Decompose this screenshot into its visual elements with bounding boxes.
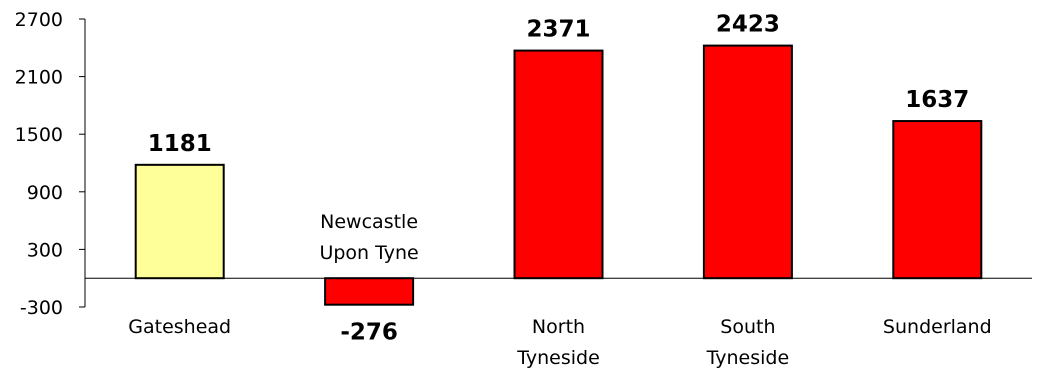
category-label-line: Upon Tyne [319,242,418,264]
y-tick-label: 2700 [15,9,63,31]
y-axis: -300 300 900 1500 2100 2700 [15,9,86,319]
bar [513,49,604,280]
bar [892,120,983,280]
bars [134,44,983,306]
data-label: -276 [340,320,398,346]
bar [324,277,415,306]
y-tick-label: 1500 [15,124,63,146]
data-label: 2423 [716,12,780,38]
category-label: Gateshead [128,316,231,338]
category-label: South Tyneside [706,316,790,369]
data-label: 1181 [148,131,212,157]
data-label: 2371 [526,17,590,43]
category-label-line: North [532,316,585,338]
category-label-line: South [720,316,775,338]
category-label: Newcastle Upon Tyne [319,211,418,264]
y-tick-label: 900 [27,182,63,204]
y-tick-label: 2100 [15,67,63,89]
category-label: North Tyneside [516,316,600,369]
bar [702,44,793,280]
y-tick-label: 300 [27,239,63,261]
category-label-line: Gateshead [128,316,231,338]
bar [134,163,225,280]
y-tick-label: -300 [20,297,63,319]
category-label-line: Tyneside [516,347,600,369]
category-label-line: Sunderland [883,316,992,338]
category-label: Sunderland [883,316,992,338]
category-label-line: Newcastle [320,211,418,233]
data-label: 1637 [905,87,969,113]
category-label-line: Tyneside [706,347,790,369]
labels: 1181 Gateshead -276 Newcastle Upon Tyne 2371 N… [128,12,991,369]
